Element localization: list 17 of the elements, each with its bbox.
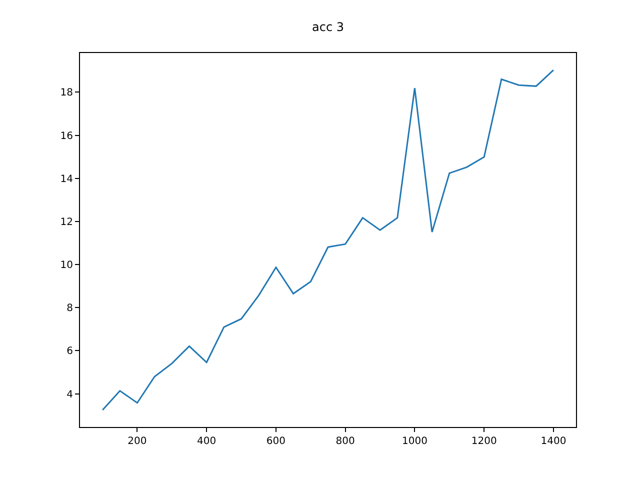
y-tick-label: 6 <box>66 346 73 358</box>
x-tick-label: 400 <box>197 436 216 447</box>
x-tick-label: 1000 <box>402 436 428 447</box>
chart-title: acc 3 <box>312 20 344 34</box>
y-tick-label: 10 <box>60 260 73 272</box>
x-tick-label: 1400 <box>540 436 566 447</box>
line-series <box>102 69 554 411</box>
y-tick-label: 4 <box>66 389 73 400</box>
x-tick-label: 200 <box>128 436 147 447</box>
y-tick-label: 18 <box>60 88 73 99</box>
x-tick-label: 800 <box>336 436 355 447</box>
x-tick-label: 600 <box>266 436 286 447</box>
x-tick-label: 1200 <box>471 436 497 447</box>
y-tick-label: 14 <box>60 174 73 185</box>
y-tick-label: 16 <box>60 130 73 142</box>
y-tick-label: 12 <box>60 216 73 228</box>
y-tick-label: 8 <box>66 303 73 314</box>
